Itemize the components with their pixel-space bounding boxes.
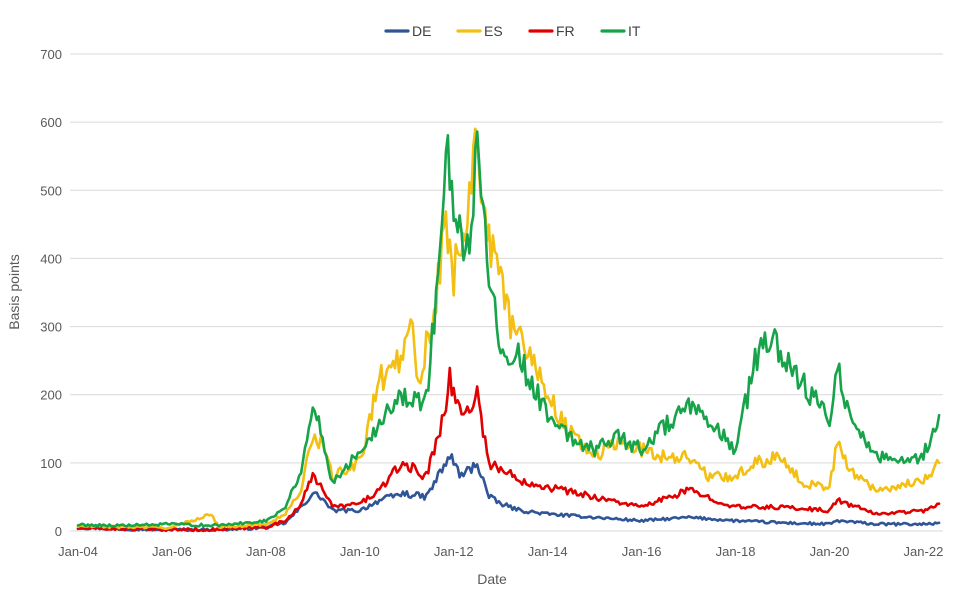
x-axis-title: Date [477,571,507,587]
legend-label-it: IT [628,23,641,39]
x-axis-ticks: Jan-04 Jan-06 Jan-08 Jan-10 Jan-12 Jan-14 Jan-… [58,544,943,559]
x-tick-label: Jan-22 [904,544,944,559]
series-line-fr [76,366,941,533]
x-tick-label: Jan-10 [340,544,380,559]
y-tick-label: 100 [40,456,62,471]
series-line-de [76,453,941,533]
y-tick-label: 500 [40,183,62,198]
y-axis-title: Basis points [6,254,22,329]
y-tick-label: 700 [40,47,62,62]
series-lines [76,127,941,533]
y-tick-label: 300 [40,320,62,335]
y-axis-ticks: 0 100 200 300 400 500 600 700 [40,47,62,539]
series-line-it [76,130,941,528]
x-tick-label: Jan-16 [622,544,662,559]
x-tick-label: Jan-04 [58,544,98,559]
x-tick-label: Jan-18 [716,544,756,559]
y-tick-label: 0 [55,524,62,539]
legend-label-fr: FR [556,23,575,39]
legend: DE ES FR IT [384,23,641,39]
x-tick-label: Jan-14 [528,544,568,559]
gridlines [70,53,943,532]
x-tick-label: Jan-12 [434,544,474,559]
x-tick-label: Jan-20 [810,544,850,559]
y-tick-label: 400 [40,251,62,266]
series-line-es [76,127,941,531]
legend-label-de: DE [412,23,431,39]
y-tick-label: 200 [40,388,62,403]
legend-label-es: ES [484,23,503,39]
x-tick-label: Jan-08 [246,544,286,559]
y-tick-label: 600 [40,115,62,130]
x-tick-label: Jan-06 [152,544,192,559]
